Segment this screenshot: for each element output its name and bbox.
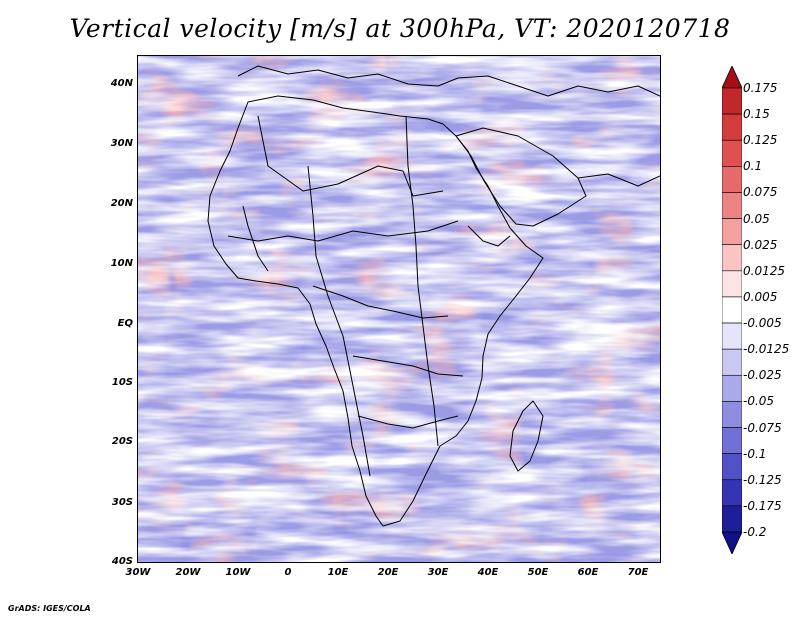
madagascar-coastline — [509, 400, 544, 472]
lon-label-10e: 10E — [327, 567, 349, 578]
lon-label-70e: 70E — [627, 567, 649, 578]
colorbar-level-label: -0.1 — [743, 446, 767, 461]
colorbar-level-label: 0.125 — [743, 133, 778, 148]
footer-credit: GrADS: IGES/COLA — [8, 604, 91, 613]
lon-label-30e: 30E — [427, 567, 449, 578]
border-central-south — [352, 355, 464, 377]
lon-label-30w: 30W — [125, 567, 151, 578]
border-vertical-east — [405, 115, 439, 447]
lat-label-20s: 20S — [111, 436, 133, 447]
colorbar-level-label: 0.15 — [743, 107, 770, 122]
colorbar-level-label: 0.1 — [743, 159, 763, 174]
colorbar-level-label: -0.175 — [743, 498, 782, 513]
colorbar-box — [722, 322, 742, 350]
colorbar-level-label: 0.075 — [743, 185, 778, 200]
map-panel — [137, 55, 661, 563]
map-title: Vertical velocity [m/s] at 300hPa, VT: 2… — [69, 14, 731, 43]
lat-label-30n: 30N — [110, 138, 133, 149]
lon-label-10w: 10W — [225, 567, 251, 578]
colorbar-box — [722, 270, 742, 298]
colorbar-box — [722, 218, 742, 246]
colorbar-level-label: 0.025 — [743, 237, 778, 252]
arabian-peninsula-coastline — [455, 127, 587, 227]
colorbar-level-label: 0.005 — [743, 289, 778, 304]
border-central — [312, 285, 449, 319]
colorbar-box — [722, 427, 742, 454]
lat-label-10s: 10S — [111, 377, 133, 388]
lat-label-30s: 30S — [111, 497, 133, 508]
lon-label-20w: 20W — [175, 567, 201, 578]
colorbar-box — [722, 453, 742, 481]
lon-label-20e: 20E — [377, 567, 399, 578]
colorbar-box — [722, 166, 742, 193]
lat-label-eq: EQ — [117, 318, 133, 329]
colorbar-box — [722, 401, 742, 428]
colorbar-level-label: 0.175 — [743, 81, 778, 95]
border-sahel — [227, 220, 459, 242]
colorbar-boxes — [722, 87, 742, 533]
lon-label-0: 0 — [284, 567, 292, 578]
colorbar-level-label: 0.05 — [743, 211, 770, 226]
colorbar-box — [722, 348, 742, 376]
near-zero-streaks — [138, 56, 660, 562]
coastlines-and-borders — [207, 65, 660, 527]
velocity-field-map — [138, 56, 660, 562]
lat-label-10n: 10N — [110, 258, 133, 269]
colorbar-box — [722, 244, 742, 272]
colorbar-level-label: -0.025 — [743, 368, 782, 383]
colorbar-level-label: 0.0125 — [743, 263, 785, 278]
colorbar-level-label: -0.125 — [743, 472, 782, 487]
border-southern — [357, 415, 459, 429]
colorbar-box — [722, 139, 742, 167]
lon-label-50e: 50E — [527, 567, 549, 578]
colorbar-box — [722, 505, 742, 533]
lon-label-40e: 40E — [477, 567, 499, 578]
colorbar-box — [722, 113, 742, 141]
colorbar-box — [722, 296, 742, 324]
colorbar-level-label: -0.0125 — [743, 342, 790, 357]
colorbar-level-label: -0.05 — [743, 394, 775, 409]
lon-label-60e: 60E — [577, 567, 599, 578]
colorbar-bottom-triangle — [722, 531, 742, 554]
colorbar-level-label: -0.075 — [743, 420, 782, 435]
iran-india-coast — [577, 173, 660, 187]
colorbar-box — [722, 192, 742, 219]
border-west-africa — [242, 205, 269, 272]
lat-label-40s: 40S — [111, 556, 133, 567]
border-vertical-west — [307, 165, 371, 477]
lat-label-20n: 20N — [110, 198, 133, 209]
colorbar-top-triangle — [722, 66, 742, 89]
colorbar — [722, 66, 742, 554]
colorbar-box — [722, 374, 742, 402]
lat-label-40n: 40N — [110, 78, 133, 89]
colorbar-box — [722, 479, 742, 507]
colorbar-level-label: -0.2 — [743, 525, 767, 539]
colorbar-box — [722, 87, 742, 115]
mediterranean-north-coast — [237, 65, 660, 97]
border-horn — [467, 225, 511, 247]
colorbar-level-label: -0.005 — [743, 316, 782, 331]
